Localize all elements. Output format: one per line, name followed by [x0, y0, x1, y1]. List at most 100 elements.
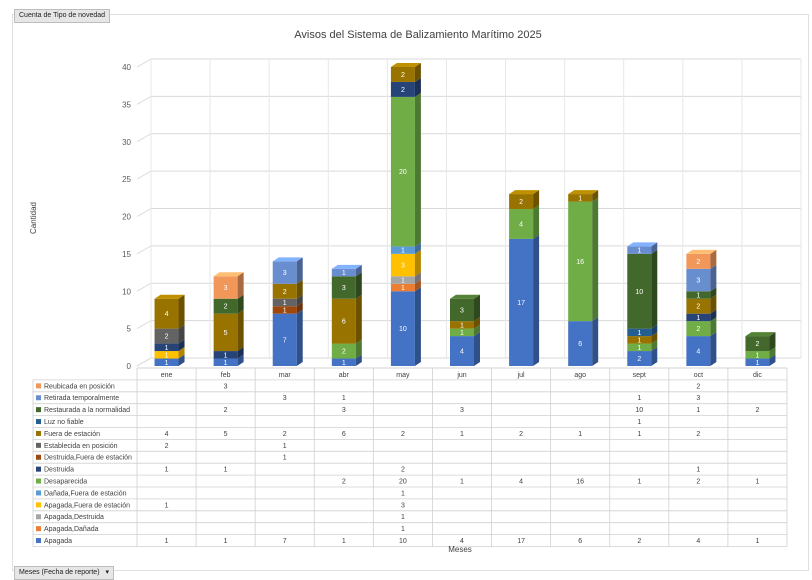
table-cell-value: 1 — [401, 490, 405, 497]
bar-segment — [568, 201, 593, 322]
bar-segment-side — [651, 242, 658, 254]
table-cell-value: 2 — [637, 538, 641, 545]
table-cell-value: 17 — [517, 538, 525, 545]
bar-segment-side — [769, 354, 776, 366]
bar-segment — [509, 238, 534, 366]
chart-title: Avisos del Sistema de Balizamiento Marít… — [294, 29, 541, 41]
x-tick-label: jul — [517, 372, 525, 379]
gridline-side — [136, 208, 152, 217]
bar-segment — [390, 276, 415, 284]
table-cell-value: 1 — [283, 443, 287, 450]
x-tick-label: abr — [339, 372, 350, 379]
y-tick-label: 25 — [122, 175, 131, 184]
bar-segment-side — [414, 92, 421, 247]
legend-entry: Retirada temporalmente — [44, 395, 119, 402]
bar-top-face — [154, 294, 185, 299]
data-table: ene feb mar abr may jun jul ago sept oct dic Reubic… — [32, 367, 788, 547]
bar-data-label: 1 — [165, 360, 169, 367]
x-tick-label: oct — [694, 372, 703, 379]
bar-segment — [390, 283, 415, 292]
bar-segment-side — [651, 332, 658, 344]
bar-data-label: 4 — [519, 221, 523, 228]
table-cell-value: 1 — [696, 407, 700, 414]
bar-segment-side — [414, 287, 421, 366]
bar-segment-side — [474, 332, 480, 366]
bar-segment — [627, 246, 652, 254]
bar-segment-side — [178, 294, 185, 329]
bar-segment-side — [651, 347, 658, 366]
bar-segment — [213, 358, 238, 366]
legend-key — [36, 395, 41, 401]
table-cell-value: 2 — [519, 431, 523, 438]
bar-data-label: 1 — [696, 292, 700, 299]
bar-segment-side — [178, 339, 185, 352]
bar-segment-side — [592, 317, 599, 366]
bar-data-label: 1 — [342, 360, 346, 367]
bar-data-label: 2 — [401, 87, 405, 94]
table-cell-value: 1 — [224, 467, 228, 474]
bar-segment — [390, 253, 415, 277]
legend-entry: Luz no fiable — [44, 419, 84, 426]
pivot-value-field-button[interactable]: Cuenta de Tipo de novedad — [14, 9, 111, 23]
bar-data-label: 3 — [696, 278, 700, 285]
gridline-side — [136, 245, 152, 255]
bar-data-label: 2 — [224, 304, 228, 311]
bar-data-label: 2 — [401, 72, 405, 79]
bar-segment — [154, 343, 179, 352]
bar-top-face — [213, 272, 244, 277]
bar-data-label: 1 — [756, 360, 760, 367]
legend-key — [36, 430, 41, 436]
bar-segment — [154, 358, 179, 366]
bar-segment-side — [414, 272, 421, 284]
bar-segment — [686, 336, 711, 366]
bar-data-label: 3 — [401, 263, 405, 270]
table-cell-value: 4 — [165, 431, 169, 438]
table-cell-value: 1 — [165, 502, 169, 509]
bar-segment-side — [710, 249, 717, 269]
bar-segment-side — [592, 197, 599, 322]
bar-top-face — [272, 257, 303, 262]
bar-segment-side — [237, 354, 244, 366]
bar-segment — [213, 313, 238, 352]
x-tick-label: jun — [456, 372, 466, 379]
bar-data-label: 1 — [401, 248, 405, 255]
y-tick-label: 0 — [127, 362, 132, 371]
bar-segment-side — [710, 332, 717, 366]
bar-segment-side — [414, 279, 421, 292]
table-cell-value: 7 — [283, 538, 287, 545]
bar-segment — [331, 358, 356, 366]
legend-entry: Apagada,Fuera de estación — [44, 502, 130, 509]
table-cell-value: 20 — [399, 479, 407, 486]
bar-data-label: 6 — [342, 319, 346, 326]
table-cell-value: 1 — [165, 538, 169, 545]
bar-segment — [450, 321, 474, 329]
table-cell-value: 3 — [696, 395, 700, 402]
dropdown-arrow-icon: ▾ — [105, 569, 110, 576]
table-cell-value: 10 — [635, 407, 643, 414]
bar-data-label: 1 — [637, 337, 641, 344]
table-cell-value: 1 — [637, 395, 641, 402]
y-tick-label: 5 — [127, 325, 132, 334]
bar-segment-side — [474, 324, 480, 337]
bar-data-label: 20 — [399, 169, 407, 176]
bar-data-label: 2 — [165, 334, 169, 341]
bar-segment — [450, 336, 474, 366]
legend-entry: Apagada — [44, 538, 72, 545]
table-cell-value: 1 — [637, 419, 641, 426]
bar-segment-side — [237, 272, 244, 299]
y-axis-label: Cantidad — [29, 202, 38, 234]
bar-top-face — [331, 264, 362, 269]
table-cell-value: 3 — [283, 395, 287, 402]
bar-segment — [331, 276, 356, 299]
bar-segment — [568, 321, 593, 366]
legend-entry: Destruida — [44, 467, 74, 474]
bar-data-label: 10 — [399, 326, 407, 333]
gridline-side — [136, 320, 152, 330]
bar-segment — [627, 343, 652, 352]
bar-data-label: 2 — [696, 259, 700, 266]
legend-entry: Fuera de estación — [44, 431, 100, 438]
table-cell-value: 1 — [756, 479, 760, 486]
bar-data-label: 1 — [224, 352, 228, 359]
y-tick-label: 10 — [122, 287, 131, 296]
